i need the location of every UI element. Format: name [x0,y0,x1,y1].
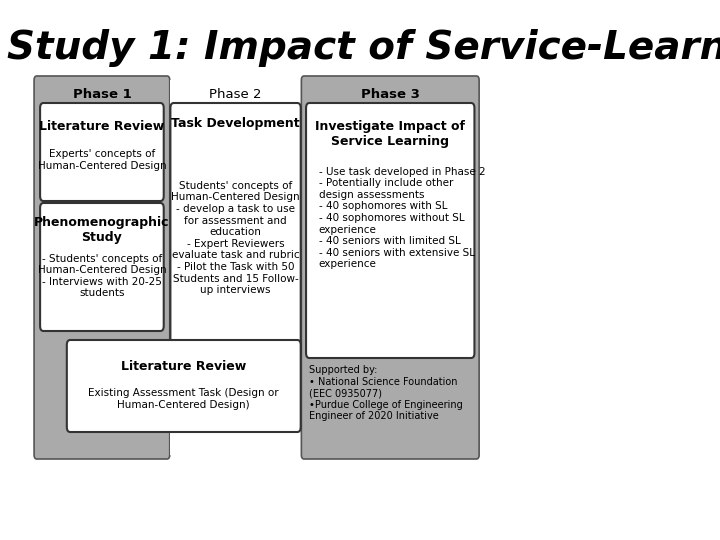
FancyBboxPatch shape [34,76,170,459]
Text: Students' concepts of
Human-Centered Design
- develop a task to use
for assessme: Students' concepts of Human-Centered Des… [171,181,300,295]
FancyBboxPatch shape [306,103,474,358]
Text: Phase 1: Phase 1 [73,89,131,102]
Text: Existing Assessment Task (Design or
Human-Centered Design): Existing Assessment Task (Design or Huma… [89,388,279,410]
Text: Supported by:
• National Science Foundation
(EEC 0935077)
•Purdue College of Eng: Supported by: • National Science Foundat… [310,365,463,421]
Text: Phase 3: Phase 3 [361,89,420,102]
Text: Literature Review: Literature Review [40,119,165,132]
Bar [171,80,301,455]
Text: Literature Review: Literature Review [121,361,246,374]
FancyBboxPatch shape [40,203,163,331]
FancyBboxPatch shape [40,103,163,201]
FancyBboxPatch shape [171,103,301,358]
Text: Phase 2: Phase 2 [210,89,262,102]
FancyBboxPatch shape [67,340,301,432]
FancyBboxPatch shape [302,76,479,459]
Text: - Use task developed in Phase 2
- Potentially include other
design assessments
-: - Use task developed in Phase 2 - Potent… [319,167,485,269]
Text: Experts' concepts of
Human-Centered Design: Experts' concepts of Human-Centered Desi… [37,149,166,171]
Text: Task Development: Task Development [171,118,300,131]
Text: Study 1: Impact of Service-Learning: Study 1: Impact of Service-Learning [6,29,720,67]
Text: Phenomenographic
Study: Phenomenographic Study [34,216,170,244]
Text: - Students' concepts of
Human-Centered Design
- Interviews with 20-25
students: - Students' concepts of Human-Centered D… [37,254,166,299]
Text: Investigate Impact of
Service Learning: Investigate Impact of Service Learning [315,120,465,148]
